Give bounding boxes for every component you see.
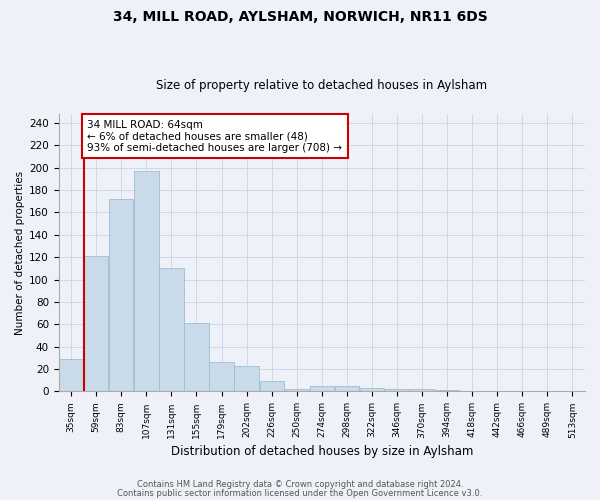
Bar — [209, 362, 234, 392]
Bar — [59, 359, 83, 392]
Bar — [310, 386, 334, 392]
Bar — [410, 389, 434, 392]
Bar — [134, 171, 158, 392]
Bar — [184, 323, 209, 392]
Bar — [84, 256, 109, 392]
Text: Contains HM Land Registry data © Crown copyright and database right 2024.: Contains HM Land Registry data © Crown c… — [137, 480, 463, 489]
Bar — [260, 382, 284, 392]
Bar — [335, 386, 359, 392]
Y-axis label: Number of detached properties: Number of detached properties — [15, 170, 25, 335]
Bar — [435, 390, 459, 392]
Title: Size of property relative to detached houses in Aylsham: Size of property relative to detached ho… — [156, 79, 487, 92]
Bar — [385, 389, 409, 392]
Bar — [235, 366, 259, 392]
Bar — [159, 268, 184, 392]
Text: Contains public sector information licensed under the Open Government Licence v3: Contains public sector information licen… — [118, 490, 482, 498]
Bar — [360, 388, 384, 392]
Text: 34, MILL ROAD, AYLSHAM, NORWICH, NR11 6DS: 34, MILL ROAD, AYLSHAM, NORWICH, NR11 6D… — [113, 10, 487, 24]
Bar — [109, 199, 133, 392]
Text: 34 MILL ROAD: 64sqm
← 6% of detached houses are smaller (48)
93% of semi-detache: 34 MILL ROAD: 64sqm ← 6% of detached hou… — [88, 120, 343, 153]
X-axis label: Distribution of detached houses by size in Aylsham: Distribution of detached houses by size … — [170, 444, 473, 458]
Bar — [284, 389, 309, 392]
